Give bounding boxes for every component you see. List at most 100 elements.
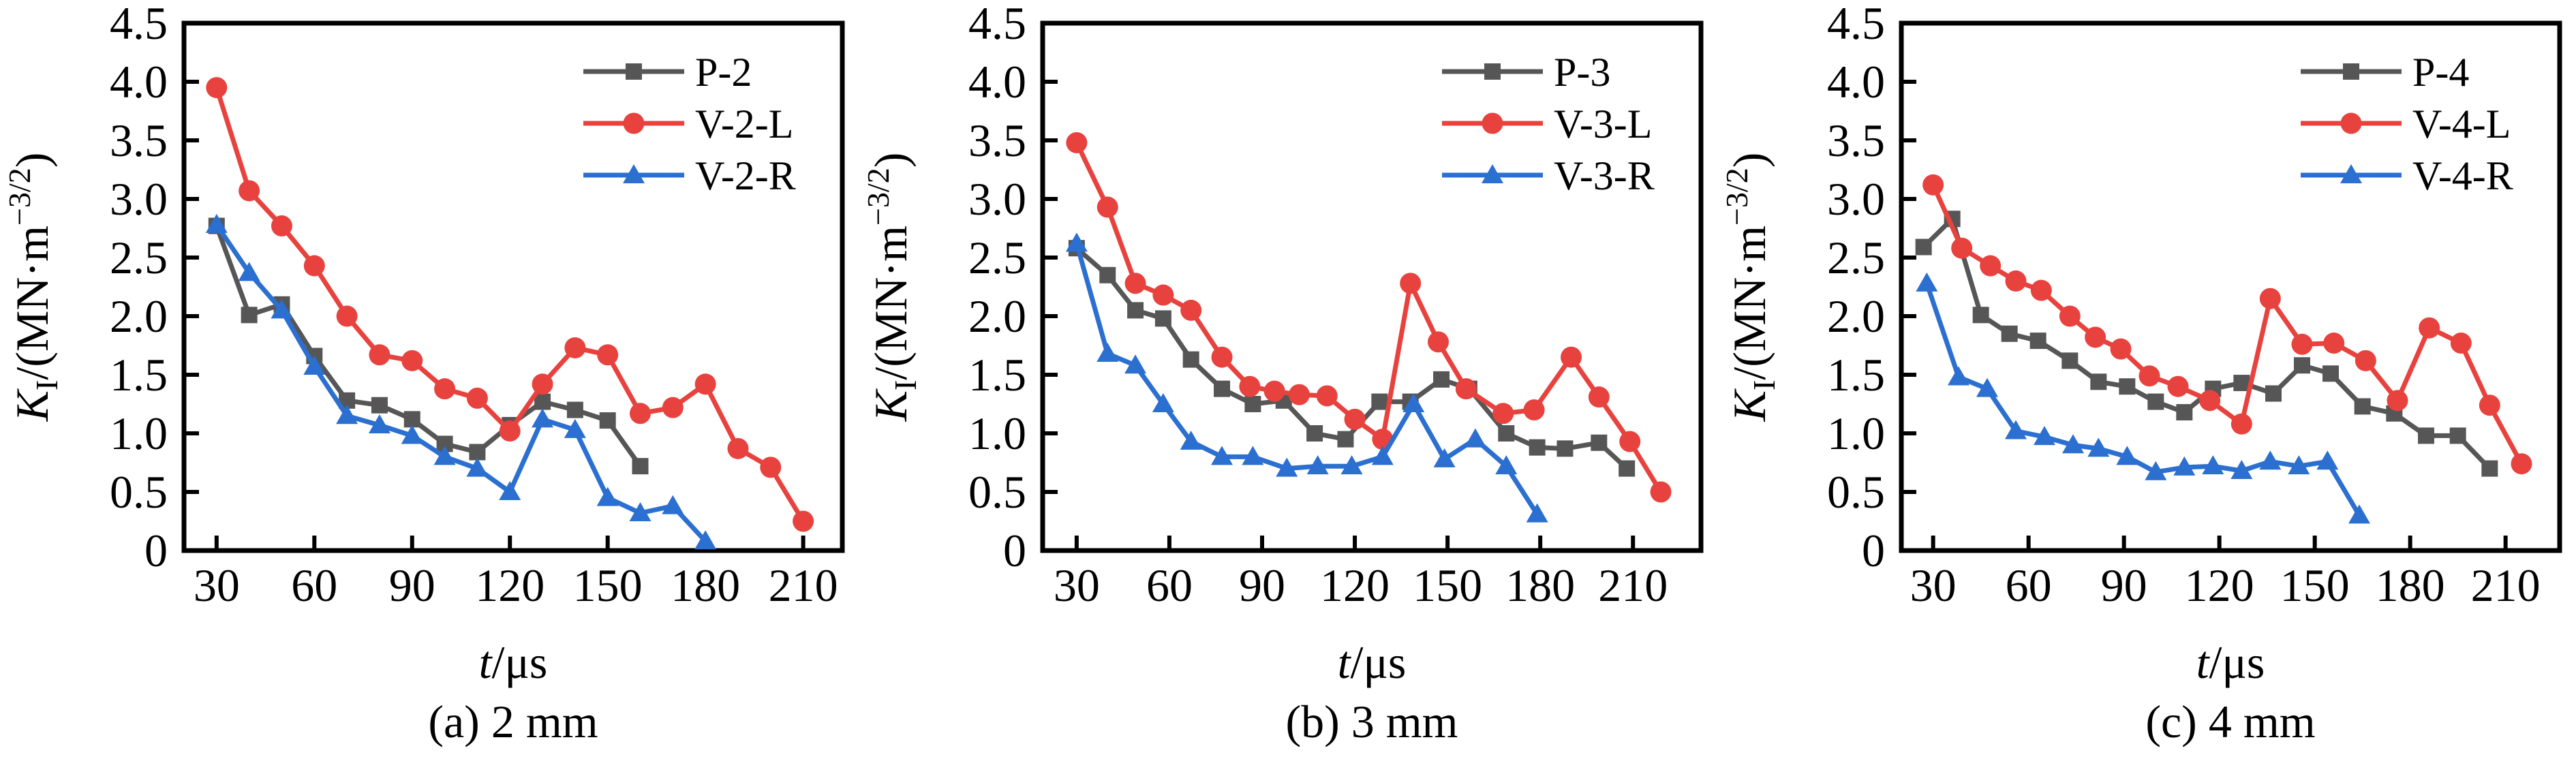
x-axis-title: t/μs: [2196, 636, 2265, 688]
data-point-P-4: [2481, 460, 2498, 477]
data-point-P-3: [1371, 393, 1388, 410]
data-point-V-2-R: [238, 262, 260, 281]
data-point-P-4: [2061, 352, 2079, 369]
data-point-V-3-R: [1402, 393, 1425, 412]
y-tick-label: 2.0: [968, 290, 1026, 342]
data-point-V-2-R: [662, 495, 684, 514]
data-point-V-2-R: [532, 408, 554, 428]
x-axis-title: t/μs: [479, 636, 548, 688]
data-point-V-3-R: [1464, 428, 1486, 448]
x-tick-label: 180: [671, 559, 740, 611]
y-tick-label: 3.0: [1827, 173, 1885, 225]
plot-box: [1040, 20, 1704, 553]
data-point-V-3-L: [1523, 399, 1545, 421]
data-point-V-2-R: [368, 414, 390, 433]
data-point-V-4-L: [2355, 350, 2376, 371]
data-point-V-4-L: [2230, 413, 2252, 435]
x-tick-label: 150: [2280, 559, 2350, 611]
data-point-V-2-R: [205, 213, 228, 233]
data-point-P-2: [599, 412, 616, 429]
y-tick-label: 0.5: [1827, 466, 1885, 518]
x-tick-label: 90: [1239, 559, 1285, 611]
data-point-P-2: [566, 401, 583, 418]
data-point-P-2: [371, 397, 388, 414]
data-point-P-3: [1337, 431, 1354, 448]
data-point-V-4-L: [2110, 338, 2132, 360]
data-point-V-4-R: [2034, 426, 2055, 446]
data-point-V-3-L: [1428, 331, 1450, 353]
data-point-V-3-R: [1340, 455, 1363, 475]
data-point-V-2-L: [532, 373, 553, 395]
data-point-V-4-R: [2316, 450, 2339, 470]
data-point-P-3: [1498, 425, 1515, 442]
y-tick-label: 4.5: [1827, 0, 1885, 49]
data-point-V-3-R: [1242, 446, 1264, 465]
data-point-V-2-L: [303, 255, 325, 277]
x-tick-label: 30: [1054, 559, 1100, 611]
legend-label: V-2-R: [695, 153, 796, 198]
data-point-P-4: [2418, 427, 2434, 444]
y-tick-label: 4.0: [1827, 56, 1885, 108]
data-point-V-2-L: [793, 510, 814, 532]
data-point-V-4-R: [2145, 461, 2167, 480]
x-tick-label: 150: [573, 559, 643, 611]
data-point-V-4-R: [2202, 455, 2224, 475]
data-point-V-3-R: [1211, 446, 1233, 465]
y-tick-label: 3.5: [968, 114, 1026, 166]
data-point-P-4: [2176, 404, 2193, 421]
data-point-V-2-L: [727, 437, 749, 459]
data-point-V-4-L: [2511, 453, 2532, 475]
data-point-V-2-R: [336, 405, 358, 424]
legend-marker-P-2: [626, 63, 642, 80]
legend-item-V-3-R: V-3-R: [1442, 153, 1655, 198]
series-line-V-2-R: [214, 223, 707, 543]
y-tick-label: 4.5: [968, 0, 1026, 49]
data-point-V-3-L: [1239, 375, 1261, 397]
x-tick-label: 30: [1910, 559, 1957, 611]
legend-label: V-3-R: [1554, 153, 1655, 198]
data-point-P-3: [1306, 425, 1323, 442]
data-point-V-3-L: [1400, 273, 1422, 294]
data-point-P-3: [1619, 460, 1636, 477]
x-tick-label: 90: [389, 559, 435, 611]
data-point-V-2-R: [564, 418, 586, 438]
legend-marker-V-4-L: [2340, 112, 2362, 134]
x-tick-label: 210: [769, 559, 838, 611]
x-tick-label: 180: [1505, 559, 1575, 611]
data-point-V-4-R: [2173, 456, 2196, 476]
data-point-V-3-R: [1124, 354, 1147, 374]
legend-item-P-4: P-4: [2301, 50, 2469, 95]
caption-a: (a) 2 mm: [428, 696, 598, 747]
legend-marker-V-3-L: [1482, 112, 1503, 134]
caption-b: (b) 3 mm: [1285, 696, 1458, 747]
data-point-P-4: [2090, 373, 2107, 390]
data-point-V-3-L: [1492, 403, 1514, 424]
data-point-V-4-L: [2323, 333, 2345, 354]
y-tick-label: 1.0: [1827, 407, 1885, 459]
data-point-V-2-L: [760, 457, 782, 478]
plot-box: [181, 20, 845, 553]
y-tick-label: 0.5: [110, 466, 168, 518]
data-point-V-3-R: [1152, 393, 1174, 412]
data-point-V-4-R: [2116, 446, 2138, 465]
legend-item-V-3-L: V-3-L: [1442, 102, 1652, 146]
y-tick-label: 0: [1862, 525, 1885, 576]
data-point-V-4-L: [2138, 365, 2160, 387]
data-point-P-3: [1127, 302, 1144, 319]
data-point-V-4-L: [2005, 270, 2027, 292]
data-point-V-4-L: [2030, 279, 2052, 301]
y-tick-label: 2.0: [110, 290, 168, 342]
data-point-V-3-L: [1588, 386, 1610, 408]
data-point-V-4-R: [1948, 366, 1969, 386]
legend-label: V-3-L: [1554, 102, 1652, 146]
data-point-P-3: [1591, 434, 1608, 451]
data-point-V-4-R: [1976, 377, 1998, 397]
data-point-V-4-R: [1916, 272, 1938, 292]
data-point-V-3-L: [1152, 284, 1174, 306]
data-point-V-2-R: [401, 424, 423, 444]
data-point-V-2-L: [336, 305, 358, 327]
data-point-P-3: [1529, 439, 1546, 456]
data-point-V-2-L: [694, 373, 716, 395]
data-point-P-2: [534, 393, 551, 410]
data-point-V-3-L: [1097, 196, 1118, 218]
